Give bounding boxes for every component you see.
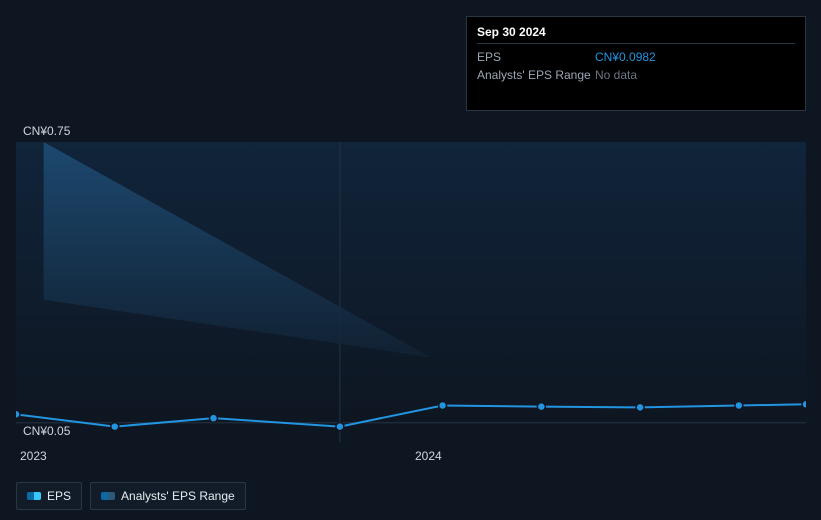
legend-toggle[interactable]: EPS (16, 482, 82, 510)
tooltip-row: EPSCN¥0.0982 (477, 48, 795, 66)
tooltip-row-label: Analysts' EPS Range (477, 68, 595, 82)
legend-toggle[interactable]: Analysts' EPS Range (90, 482, 246, 510)
chart-plot (16, 142, 806, 442)
chart-legend: EPS Analysts' EPS Range (16, 482, 246, 510)
x-tick-label: 2024 (415, 449, 442, 463)
legend-swatch-icon (101, 492, 115, 500)
tooltip-row-label: EPS (477, 50, 595, 64)
chart-tooltip: Sep 30 2024 EPSCN¥0.0982Analysts' EPS Ra… (466, 16, 806, 111)
x-tick-label: 2023 (20, 449, 47, 463)
legend-label: Analysts' EPS Range (121, 489, 235, 503)
tooltip-row: Analysts' EPS RangeNo data (477, 66, 795, 84)
tooltip-date: Sep 30 2024 (477, 25, 795, 44)
tooltip-row-value: CN¥0.0982 (595, 50, 795, 64)
y-tick-label-top: CN¥0.75 (23, 124, 70, 138)
legend-label: EPS (47, 489, 71, 503)
chart-svg (16, 142, 806, 442)
tooltip-row-value: No data (595, 68, 795, 82)
legend-swatch-icon (27, 492, 41, 500)
